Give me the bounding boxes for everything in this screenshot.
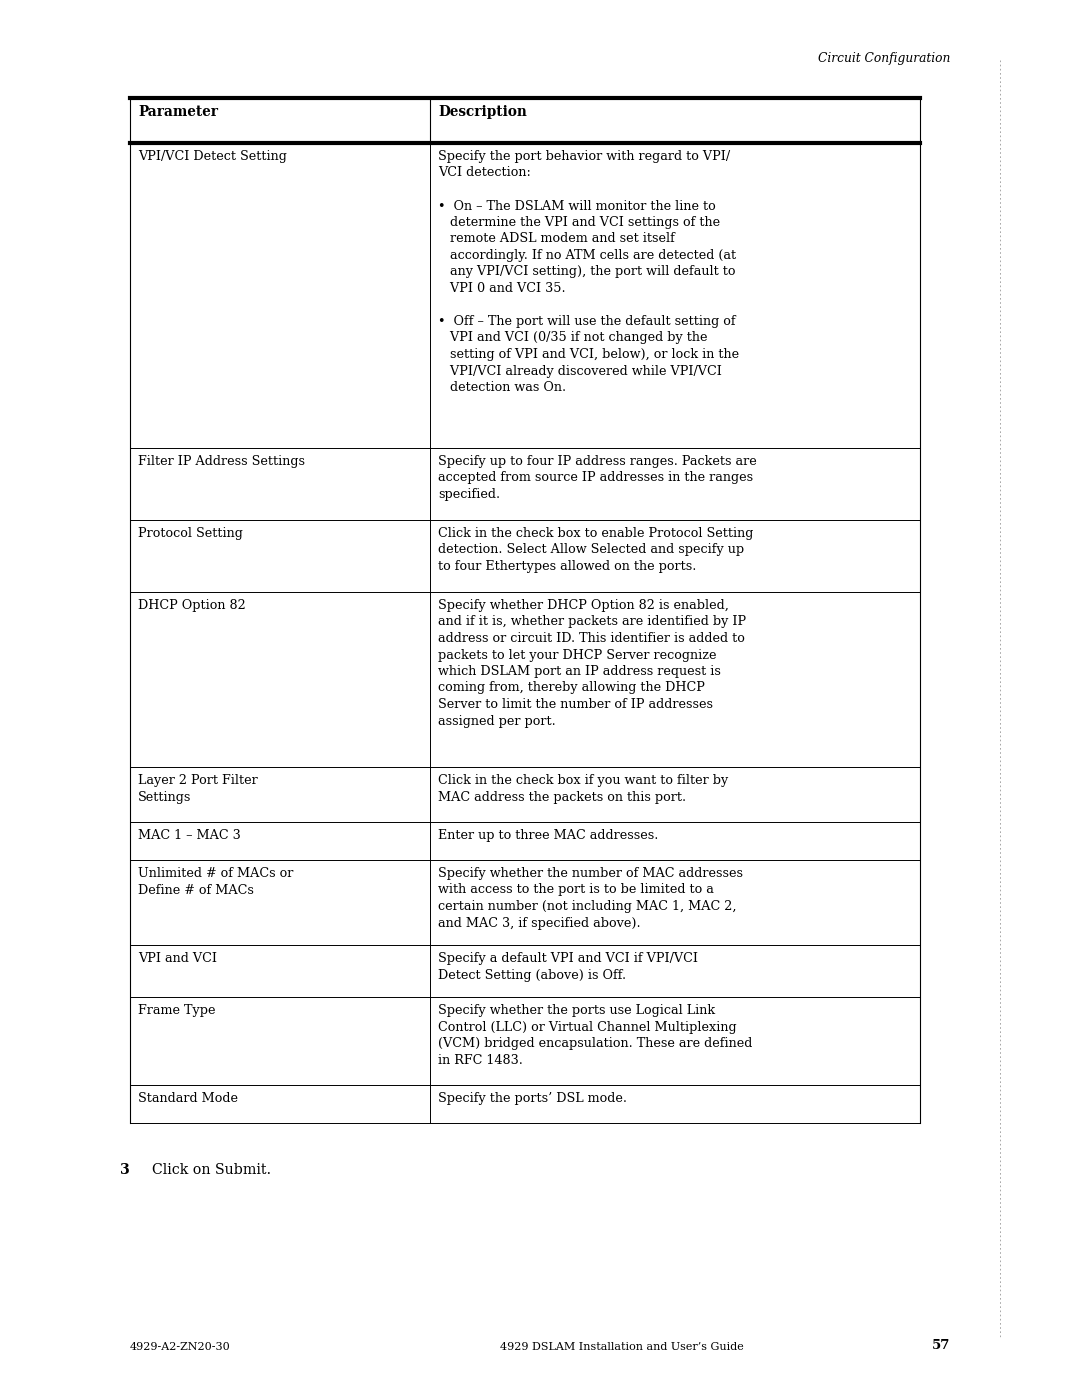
Text: VPI and VCI: VPI and VCI bbox=[138, 951, 217, 965]
Text: Specify whether the ports use Logical Link
Control (LLC) or Virtual Channel Mult: Specify whether the ports use Logical Li… bbox=[438, 1004, 753, 1066]
Text: Specify whether the number of MAC addresses
with access to the port is to be lim: Specify whether the number of MAC addres… bbox=[438, 868, 743, 929]
Text: 3: 3 bbox=[120, 1162, 130, 1178]
Text: Circuit Configuration: Circuit Configuration bbox=[818, 52, 950, 66]
Text: Specify the port behavior with regard to VPI/
VCI detection:

•  On – The DSLAM : Specify the port behavior with regard to… bbox=[438, 149, 739, 394]
Text: Description: Description bbox=[438, 105, 527, 119]
Text: 4929 DSLAM Installation and User’s Guide: 4929 DSLAM Installation and User’s Guide bbox=[500, 1343, 744, 1352]
Text: Unlimited # of MACs or
Define # of MACs: Unlimited # of MACs or Define # of MACs bbox=[138, 868, 294, 897]
Text: Standard Mode: Standard Mode bbox=[138, 1092, 238, 1105]
Text: Protocol Setting: Protocol Setting bbox=[138, 527, 243, 541]
Text: Filter IP Address Settings: Filter IP Address Settings bbox=[138, 455, 305, 468]
Text: Specify whether DHCP Option 82 is enabled,
and if it is, whether packets are ide: Specify whether DHCP Option 82 is enable… bbox=[438, 599, 746, 728]
Text: Click in the check box to enable Protocol Setting
detection. Select Allow Select: Click in the check box to enable Protoco… bbox=[438, 527, 754, 573]
Text: Enter up to three MAC addresses.: Enter up to three MAC addresses. bbox=[438, 828, 659, 842]
Text: Specify a default VPI and VCI if VPI/VCI
Detect Setting (above) is Off.: Specify a default VPI and VCI if VPI/VCI… bbox=[438, 951, 698, 982]
Text: Frame Type: Frame Type bbox=[138, 1004, 216, 1017]
Text: Specify the ports’ DSL mode.: Specify the ports’ DSL mode. bbox=[438, 1092, 627, 1105]
Text: DHCP Option 82: DHCP Option 82 bbox=[138, 599, 246, 612]
Text: 4929-A2-ZN20-30: 4929-A2-ZN20-30 bbox=[130, 1343, 231, 1352]
Text: MAC 1 – MAC 3: MAC 1 – MAC 3 bbox=[138, 828, 241, 842]
Text: Specify up to four IP address ranges. Packets are
accepted from source IP addres: Specify up to four IP address ranges. Pa… bbox=[438, 455, 757, 502]
Text: VPI/VCI Detect Setting: VPI/VCI Detect Setting bbox=[138, 149, 287, 163]
Text: 57: 57 bbox=[932, 1338, 950, 1352]
Text: Layer 2 Port Filter
Settings: Layer 2 Port Filter Settings bbox=[138, 774, 258, 803]
Text: Click on Submit.: Click on Submit. bbox=[152, 1162, 271, 1178]
Text: Parameter: Parameter bbox=[138, 105, 218, 119]
Text: Click in the check box if you want to filter by
MAC address the packets on this : Click in the check box if you want to fi… bbox=[438, 774, 728, 803]
